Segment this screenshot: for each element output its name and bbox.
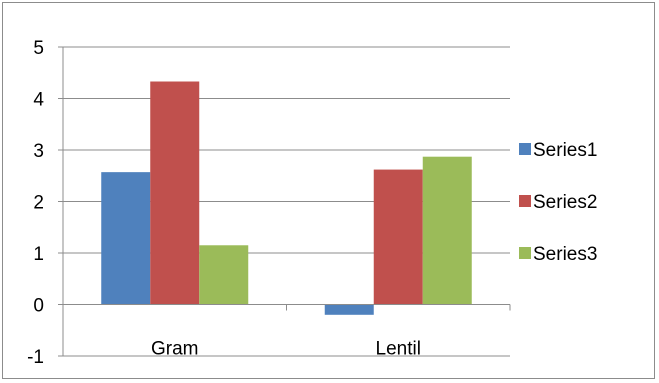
legend-swatch-series3 — [519, 247, 531, 259]
bar-series2-gram — [150, 81, 200, 305]
bar-series3-lentil — [422, 156, 472, 305]
legend-label: Series3 — [533, 244, 597, 265]
legend-swatch-series2 — [519, 195, 531, 207]
bar-series2-lentil — [373, 169, 423, 305]
y-tick-label: 1 — [33, 244, 44, 265]
legend: Series1 Series2 Series3 — [519, 140, 597, 265]
y-tick-label: 5 — [33, 38, 44, 59]
y-tick-label: 4 — [33, 90, 44, 111]
x-tick-label: Gram — [151, 339, 199, 360]
y-tick-label: 0 — [33, 296, 44, 317]
bars — [101, 81, 472, 315]
x-tick-label: Lentil — [376, 339, 421, 360]
y-tick-label: 2 — [33, 193, 44, 214]
y-tick-labels: -1 0 1 2 3 4 5 — [27, 38, 44, 368]
bar-series1-lentil — [324, 304, 374, 315]
bar-series1-gram — [101, 172, 151, 305]
y-tick-label: -1 — [27, 347, 44, 368]
axes — [58, 46, 511, 357]
y-tick-label: 3 — [33, 141, 44, 162]
x-tick-labels: Gram Lentil — [151, 339, 421, 360]
legend-label: Series2 — [533, 192, 597, 213]
legend-swatch-series1 — [519, 143, 531, 155]
legend-label: Series1 — [533, 140, 597, 161]
bar-series3-gram — [199, 245, 249, 305]
